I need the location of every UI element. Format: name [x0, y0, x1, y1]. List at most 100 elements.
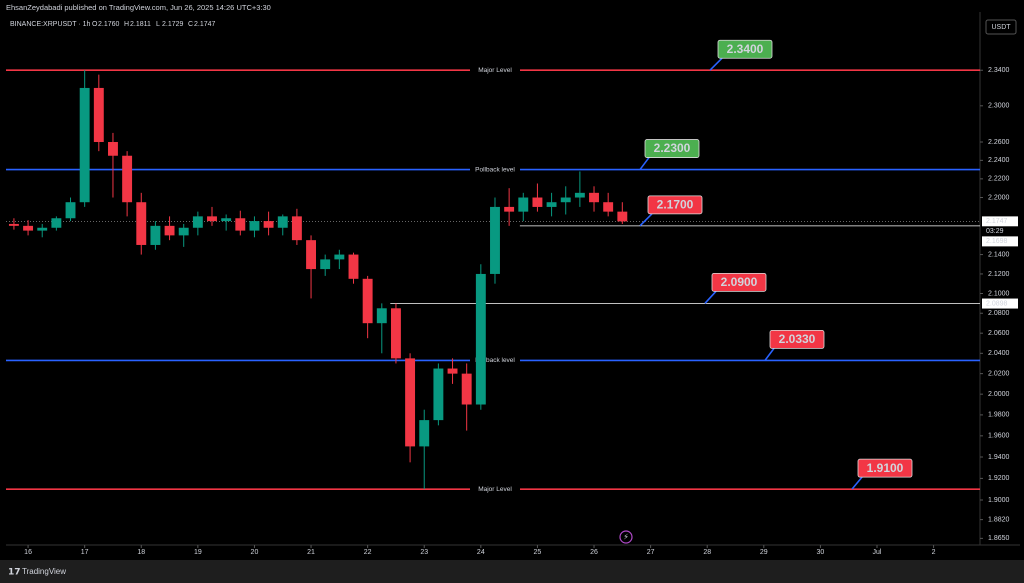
level-note: Pollback level: [475, 357, 515, 364]
callout-box: [711, 272, 767, 292]
candle-body: [291, 216, 302, 241]
x-tick-label: 2: [932, 549, 936, 556]
candle-body: [320, 259, 331, 270]
y-tick-label: 2.3400: [988, 67, 1010, 74]
last-price-box: [982, 216, 1018, 227]
candle-body: [589, 192, 599, 203]
y-tick-label: 2.1400: [988, 251, 1010, 258]
event-icon[interactable]: [619, 530, 633, 544]
y-tick-label: 2.0600: [988, 330, 1010, 337]
candle-body: [8, 223, 19, 226]
price-mark-box: [982, 298, 1018, 309]
callout-arrow: [764, 347, 775, 361]
callout-label: 2.1700: [657, 198, 694, 212]
callout-label: 1.9100: [867, 461, 904, 475]
last-price-label: 2.1747: [986, 218, 1008, 225]
callout-label: 2.3400: [727, 42, 764, 56]
ohlc-key: L: [156, 21, 160, 28]
brand-mark: 𝟭𝟳: [8, 566, 21, 576]
y-tick-label: 2.1000: [988, 290, 1010, 297]
callout-box: [857, 458, 913, 478]
x-tick-label: 29: [760, 549, 768, 556]
level-note-bg: [470, 65, 520, 76]
candle-body: [37, 227, 48, 231]
x-tick-label: Jul: [873, 549, 882, 556]
callout-box: [644, 139, 700, 158]
level-note-bg: [470, 164, 520, 175]
candle-body: [65, 202, 76, 219]
candle-body: [603, 202, 614, 212]
callout-box: [769, 329, 825, 349]
candle-body: [376, 308, 387, 324]
candle-body: [122, 155, 133, 203]
price-mark-box: [982, 236, 1018, 247]
candle-body: [164, 225, 175, 236]
candle-body: [150, 225, 161, 245]
x-tick-label: 16: [24, 549, 32, 556]
x-tick-label: 28: [703, 549, 711, 556]
candle-body: [348, 254, 359, 279]
level-note: Major Level: [478, 67, 512, 74]
footer-bar: [0, 560, 1024, 583]
y-tick-label: 1.9200: [988, 475, 1010, 482]
x-tick-label: 24: [477, 549, 485, 556]
candle-body: [108, 142, 118, 156]
x-tick-label: 21: [307, 549, 315, 556]
countdown-box: [982, 226, 1018, 237]
x-tick-label: 26: [590, 549, 598, 556]
symbol: BINANCE:XRPUSDT · 1h: [10, 21, 90, 28]
candle-body: [390, 308, 401, 359]
y-tick-label: 1.9400: [988, 454, 1010, 461]
y-tick-label: 1.9600: [988, 433, 1010, 440]
candle-body: [23, 225, 34, 231]
candle-body: [362, 278, 373, 324]
candle-body: [277, 216, 288, 228]
y-tick-label: 2.0200: [988, 370, 1010, 377]
candle-body: [532, 197, 543, 207]
x-tick-label: 22: [364, 549, 372, 556]
publisher-line: EhsanZeydabadi published on TradingView.…: [6, 3, 271, 12]
level-note: Major Level: [478, 486, 512, 493]
price-mark-label: 2.1698: [986, 238, 1008, 245]
candle-body: [249, 221, 260, 231]
y-tick-label: 2.0800: [988, 310, 1010, 317]
ohlc-key: C: [188, 21, 193, 28]
price-mark-label: 2.0898: [986, 300, 1008, 307]
x-tick-label: 17: [81, 549, 89, 556]
ohlc-key: O: [92, 21, 98, 28]
candle-body: [447, 368, 458, 374]
callout-box: [647, 195, 703, 215]
x-tick-label: 19: [194, 549, 202, 556]
callout-label: 2.2300: [654, 141, 691, 155]
x-tick-label: 25: [534, 549, 542, 556]
candle-body: [178, 227, 189, 236]
candle-body: [306, 240, 316, 270]
candle-body: [51, 218, 62, 228]
candle-body: [617, 211, 628, 222]
ohlc-key: H: [124, 21, 129, 28]
candle-body: [235, 218, 246, 231]
level-note-bg: [470, 355, 520, 366]
callout-label: 2.0330: [779, 332, 816, 346]
candle-body: [433, 368, 444, 421]
callout-box: [717, 39, 773, 59]
candle-body: [192, 216, 203, 228]
candle-body: [419, 420, 430, 447]
y-tick-label: 1.9000: [988, 497, 1010, 504]
candle-body: [334, 254, 345, 260]
ohlc-value: 2.1729: [162, 21, 184, 28]
candle-body: [263, 221, 274, 228]
currency-box[interactable]: [985, 19, 1017, 35]
y-tick-label: 2.2400: [988, 157, 1010, 164]
y-tick-label: 2.1200: [988, 271, 1010, 278]
candle-body: [518, 197, 529, 212]
callout-arrow: [704, 290, 717, 304]
y-tick-label: 2.0000: [988, 391, 1010, 398]
candle-body: [93, 87, 104, 143]
y-tick-label: 2.0400: [988, 350, 1010, 357]
candle-body: [574, 192, 585, 198]
x-tick-label: 30: [817, 549, 825, 556]
